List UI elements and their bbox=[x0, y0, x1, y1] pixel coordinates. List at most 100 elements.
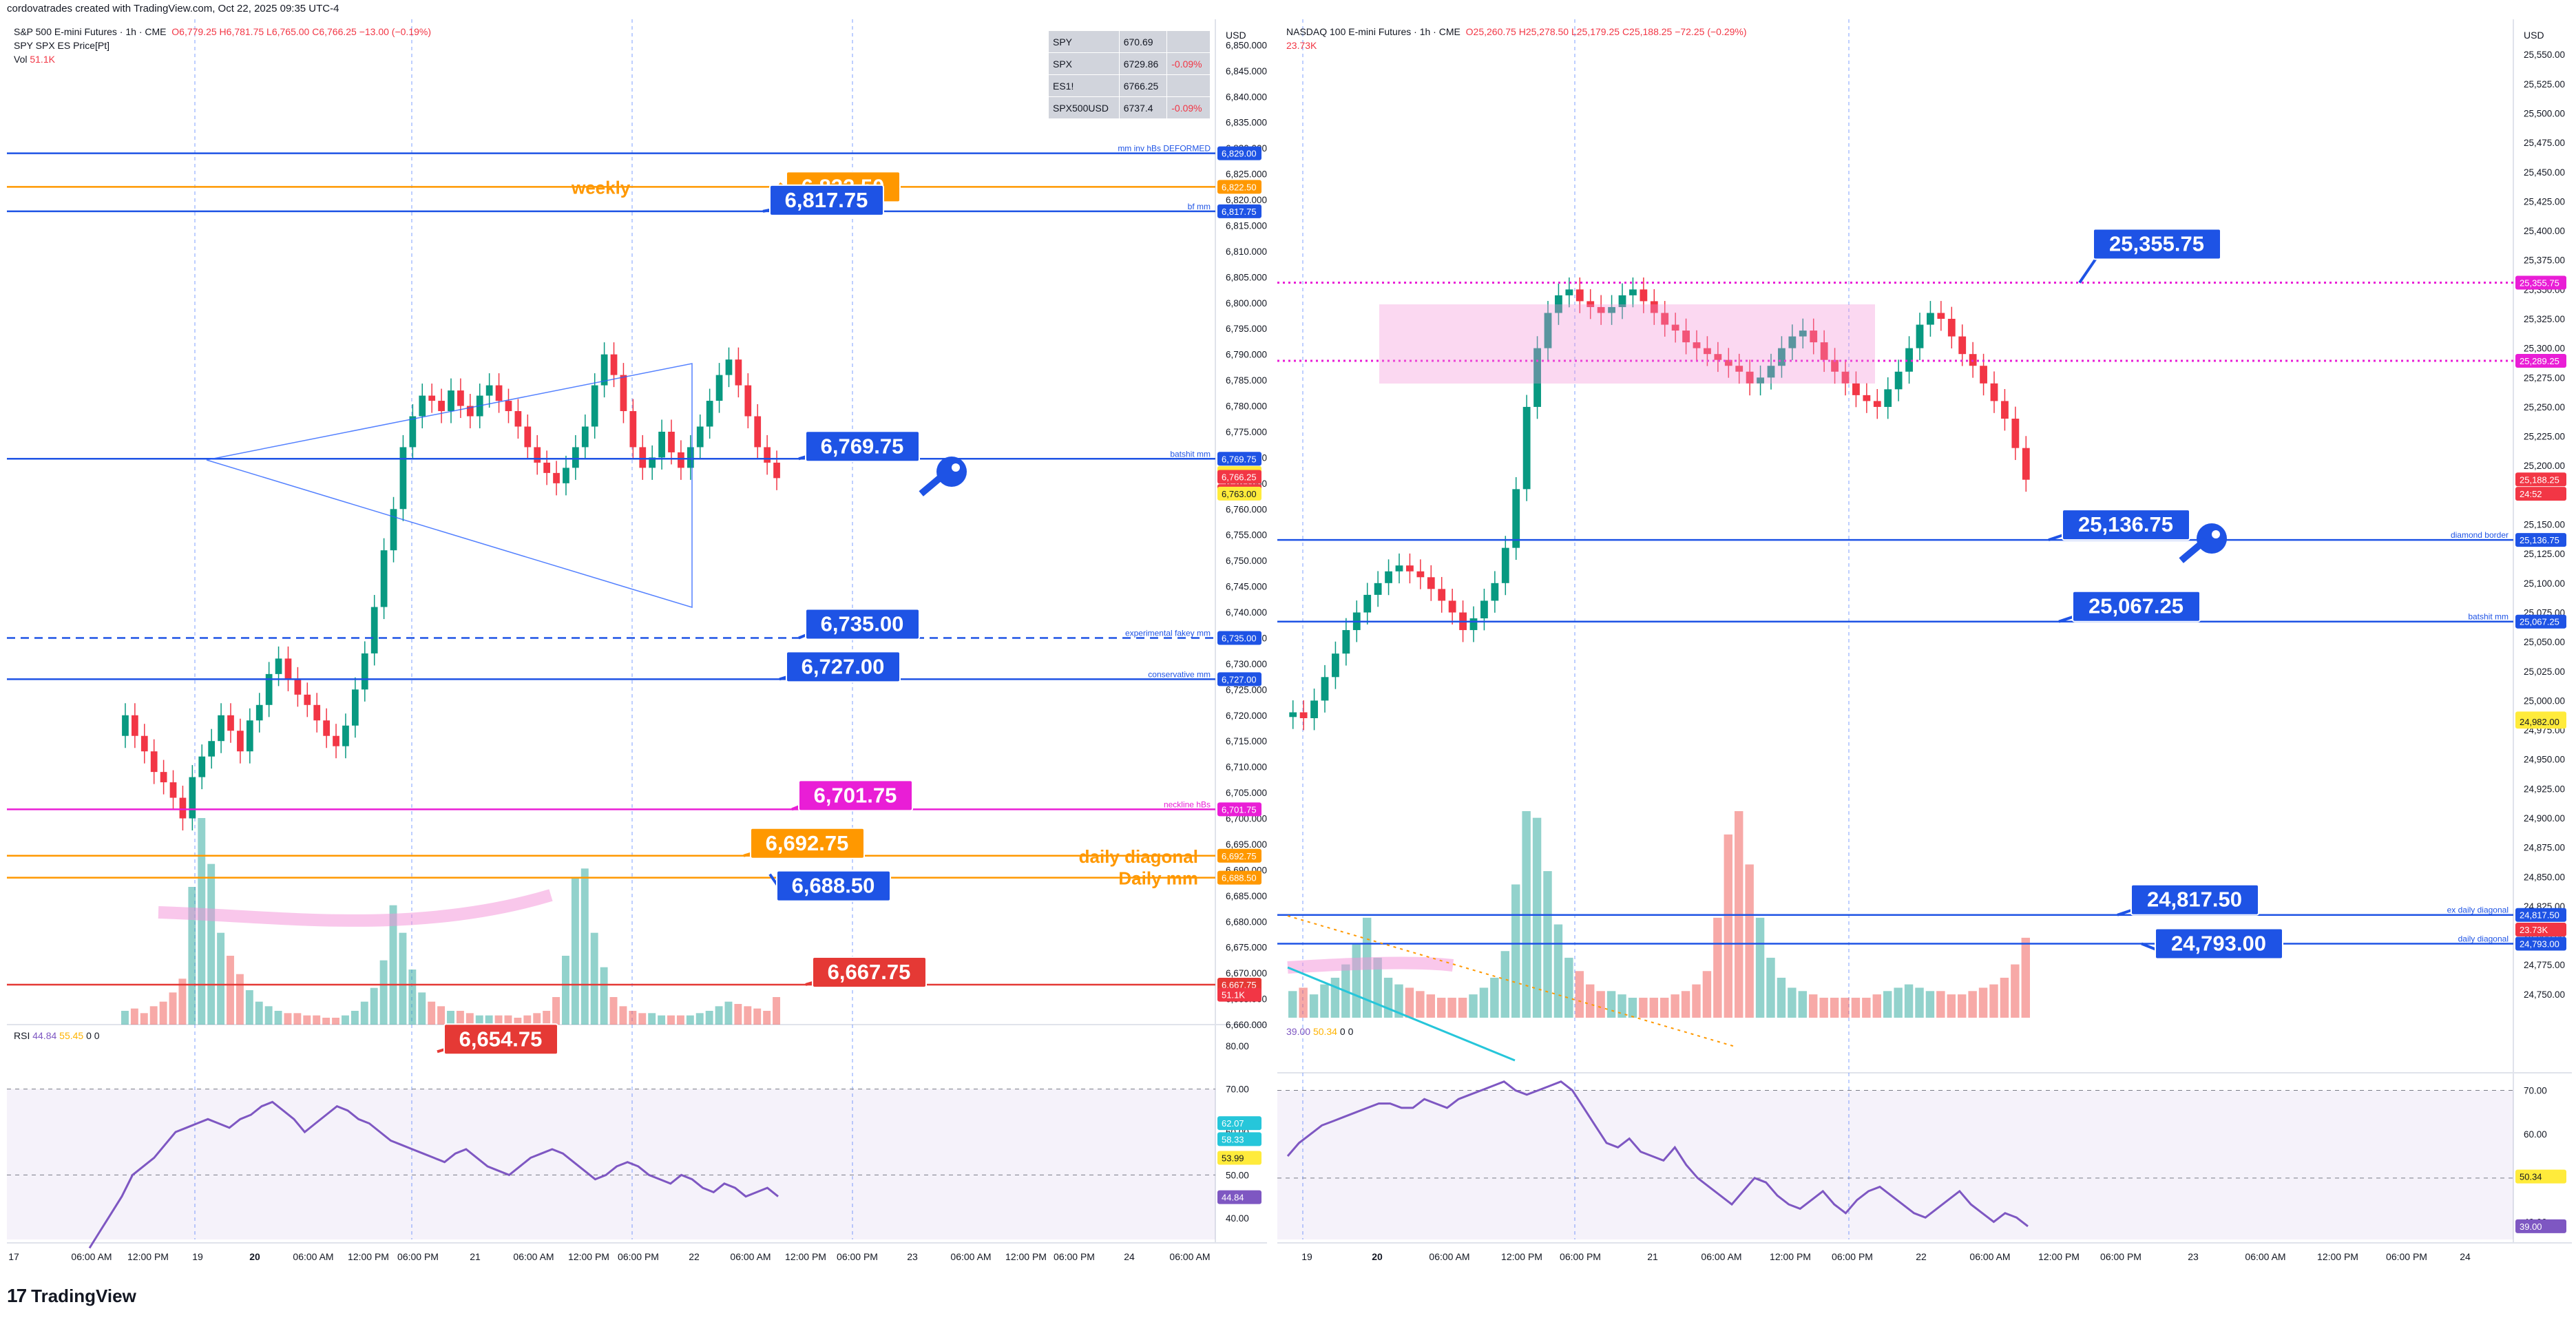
time-axis-label: 06:00 AM bbox=[71, 1251, 112, 1262]
rsi-axis-tag-text: 58.33 bbox=[1222, 1134, 1244, 1144]
price-axis-tag-bg bbox=[2515, 472, 2566, 487]
volume-bar bbox=[1383, 977, 1393, 1018]
candle bbox=[1820, 342, 1828, 360]
volume-bar bbox=[1915, 987, 1924, 1018]
level-label: conservative mm bbox=[1148, 669, 1211, 679]
price-tick-label: 6,815.000 bbox=[1226, 220, 1267, 231]
compare-row[interactable]: SPX 6729.86 -0.09% bbox=[1048, 52, 1211, 75]
volume-bar bbox=[1755, 917, 1765, 1018]
compare-row[interactable]: ES1! 6766.25 bbox=[1048, 74, 1211, 97]
time-axis-label: 06:00 AM bbox=[950, 1251, 991, 1262]
key-icon bbox=[2179, 523, 2227, 563]
price-callout: 6,735.00 bbox=[798, 608, 920, 640]
right-rsi-legend: 39.00 50.34 0 0 bbox=[1286, 1025, 1353, 1038]
candle bbox=[227, 715, 234, 731]
volume-bar bbox=[149, 1006, 158, 1025]
volume-bar bbox=[1809, 994, 1818, 1018]
candle bbox=[563, 468, 569, 483]
right-rsi-ma-value: 50.34 bbox=[1312, 1026, 1337, 1037]
price-tick-label: 25,375.00 bbox=[2524, 255, 2565, 266]
price-axis-tag-bg bbox=[1217, 204, 1261, 218]
price-axis-tag-bg bbox=[2515, 487, 2566, 501]
candle bbox=[1438, 589, 1446, 601]
price-axis-tag-bg bbox=[1217, 631, 1261, 645]
candle bbox=[1980, 366, 1987, 384]
volume-bar bbox=[1564, 957, 1573, 1018]
price-axis-tag: 24:52 bbox=[2515, 487, 2566, 501]
volume-bar bbox=[475, 1015, 483, 1025]
candle bbox=[1406, 565, 1414, 572]
price-callout-text: 6,667.75 bbox=[828, 960, 911, 984]
candle bbox=[1299, 712, 1308, 718]
price-axis-tag-bg bbox=[1217, 848, 1261, 863]
left-currency-label: USD bbox=[1226, 30, 1246, 41]
volume-bar bbox=[763, 1011, 771, 1025]
price-tick-label: 6,715.000 bbox=[1226, 736, 1267, 746]
candle bbox=[1724, 359, 1732, 366]
candle bbox=[275, 658, 282, 674]
left-symbol-name[interactable]: S&P 500 E-mini Futures · 1h · CME bbox=[14, 26, 167, 37]
volume-bar bbox=[1416, 991, 1425, 1018]
price-tick-label: 6,685.000 bbox=[1226, 891, 1267, 901]
candle bbox=[1310, 700, 1318, 718]
candle bbox=[370, 607, 378, 653]
compare-change: -0.09% bbox=[1166, 52, 1211, 75]
price-axis-tag-text: 6,701.75 bbox=[1222, 804, 1257, 815]
price-callout-box bbox=[2062, 509, 2190, 541]
price-axis-tag: 6,735.00 bbox=[1217, 631, 1261, 645]
candle bbox=[572, 447, 579, 468]
price-axis-tag-text: 51.1K bbox=[1222, 990, 1245, 1001]
compare-value: 6737.4 bbox=[1118, 96, 1168, 119]
price-axis-tag: 25,188.25 bbox=[2515, 472, 2566, 487]
price-axis-tag-bg bbox=[2515, 908, 2566, 922]
compare-row[interactable]: SPY 670.69 bbox=[1048, 30, 1211, 53]
price-axis-tag: 6,763.00 bbox=[1217, 486, 1261, 501]
price-callout-box bbox=[776, 870, 891, 902]
price-tick-label: 6,775.000 bbox=[1226, 427, 1267, 437]
price-tick-label: 6,675.000 bbox=[1226, 943, 1267, 953]
volume-bar bbox=[485, 1015, 493, 1025]
time-axis-label: 24 bbox=[2460, 1251, 2471, 1262]
tradingview-branding[interactable]: 17 TradingView bbox=[7, 1282, 136, 1310]
candle bbox=[1767, 366, 1775, 378]
rsi-axis-tag-bg bbox=[1217, 1151, 1261, 1165]
price-callout-box bbox=[2093, 228, 2221, 260]
price-callout: 6,688.50 bbox=[768, 870, 891, 902]
price-axis-tag-text: 24,817.50 bbox=[2520, 910, 2559, 921]
level-label: weekly bbox=[571, 177, 631, 198]
rsi-tick-label: 80.00 bbox=[1226, 1041, 1249, 1051]
price-axis-tag-bg bbox=[2515, 353, 2566, 368]
price-axis-tag-bg bbox=[2515, 715, 2566, 729]
volume-bar bbox=[1405, 987, 1414, 1018]
volume-bar bbox=[1352, 944, 1361, 1018]
volume-bar bbox=[1702, 971, 1712, 1018]
candle bbox=[1533, 348, 1541, 407]
price-tick-label: 25,225.00 bbox=[2524, 432, 2565, 442]
price-axis-tag-text: 25,355.75 bbox=[2520, 278, 2559, 289]
volume-bar bbox=[658, 1015, 666, 1025]
volume-bar bbox=[2000, 977, 2009, 1018]
volume-bar bbox=[293, 1013, 302, 1025]
volume-bar bbox=[1947, 994, 1956, 1018]
compare-row[interactable]: SPX500USD 6737.4 -0.09% bbox=[1048, 96, 1211, 119]
rsi-v4: 0 bbox=[94, 1030, 100, 1041]
price-callout-box bbox=[798, 779, 913, 812]
volume-bar bbox=[255, 1001, 263, 1025]
level-label: bf mm bbox=[1188, 202, 1211, 211]
volume-bar bbox=[235, 974, 244, 1025]
volume-bar bbox=[284, 1013, 292, 1025]
volume-bar bbox=[580, 868, 589, 1025]
candle bbox=[140, 735, 148, 752]
price-callout: 24,817.50 bbox=[2117, 883, 2259, 916]
time-axis-label: 19 bbox=[192, 1251, 203, 1262]
right-symbol-name[interactable]: NASDAQ 100 E-mini Futures · 1h · CME bbox=[1286, 26, 1460, 37]
volume-bar bbox=[121, 1011, 129, 1025]
volume-bar bbox=[514, 1018, 522, 1025]
volume-bar bbox=[264, 1006, 273, 1025]
price-axis-tag: 6,701.75 bbox=[1217, 802, 1261, 817]
price-tick-label: 6,705.000 bbox=[1226, 788, 1267, 798]
candle bbox=[649, 457, 656, 468]
price-axis-tag: 51.1K bbox=[1217, 987, 1261, 1002]
price-callout-text: 6,769.75 bbox=[821, 434, 904, 458]
